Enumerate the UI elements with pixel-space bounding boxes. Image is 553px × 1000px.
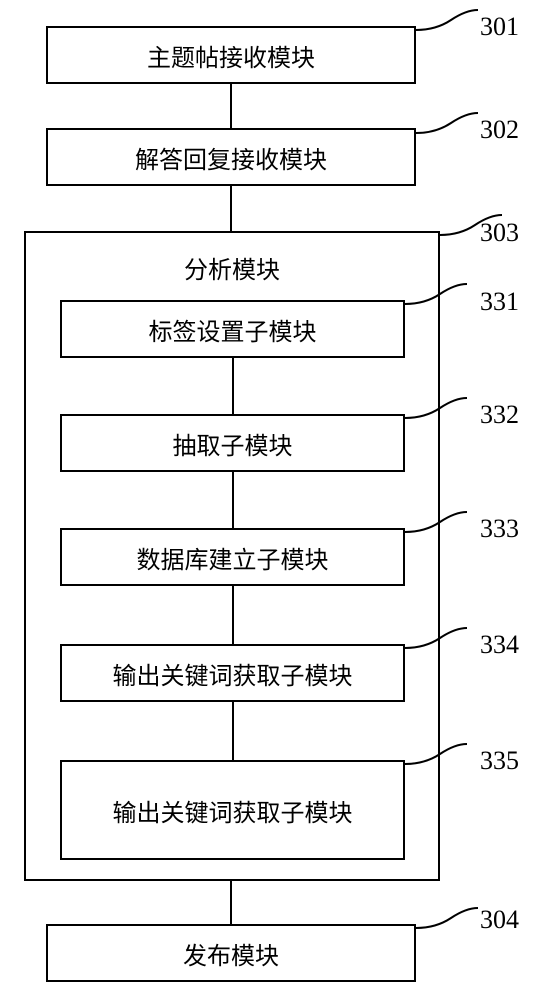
flowchart-node: 输出关键词获取子模块	[60, 644, 405, 702]
ref-label: 331	[480, 287, 519, 317]
node-label: 发布模块	[183, 936, 279, 971]
connector-line	[232, 702, 234, 760]
node-label: 标签设置子模块	[149, 312, 317, 347]
ref-label: 335	[480, 746, 519, 776]
ref-label: 333	[480, 514, 519, 544]
node-label: 数据库建立子模块	[137, 540, 329, 575]
container-title: 分析模块	[24, 250, 440, 285]
connector-line	[230, 186, 232, 231]
flowchart-node: 输出关键词获取子模块	[60, 760, 405, 860]
connector-line	[230, 84, 232, 128]
node-label: 输出关键词获取子模块	[113, 793, 353, 828]
ref-label: 332	[480, 400, 519, 430]
flowchart-node: 抽取子模块	[60, 414, 405, 472]
connector-line	[232, 586, 234, 644]
connector-line	[232, 358, 234, 414]
flowchart-node: 发布模块	[46, 924, 416, 982]
node-label: 主题帖接收模块	[147, 38, 315, 73]
flowchart-node: 解答回复接收模块	[46, 128, 416, 186]
node-label: 解答回复接收模块	[135, 140, 327, 175]
flowchart-node: 数据库建立子模块	[60, 528, 405, 586]
ref-label: 334	[480, 630, 519, 660]
flowchart-node: 主题帖接收模块	[46, 26, 416, 84]
connector-line	[232, 472, 234, 528]
node-label: 输出关键词获取子模块	[113, 656, 353, 691]
flowchart-node: 标签设置子模块	[60, 300, 405, 358]
connector-line	[230, 881, 232, 924]
node-label: 抽取子模块	[173, 426, 293, 461]
